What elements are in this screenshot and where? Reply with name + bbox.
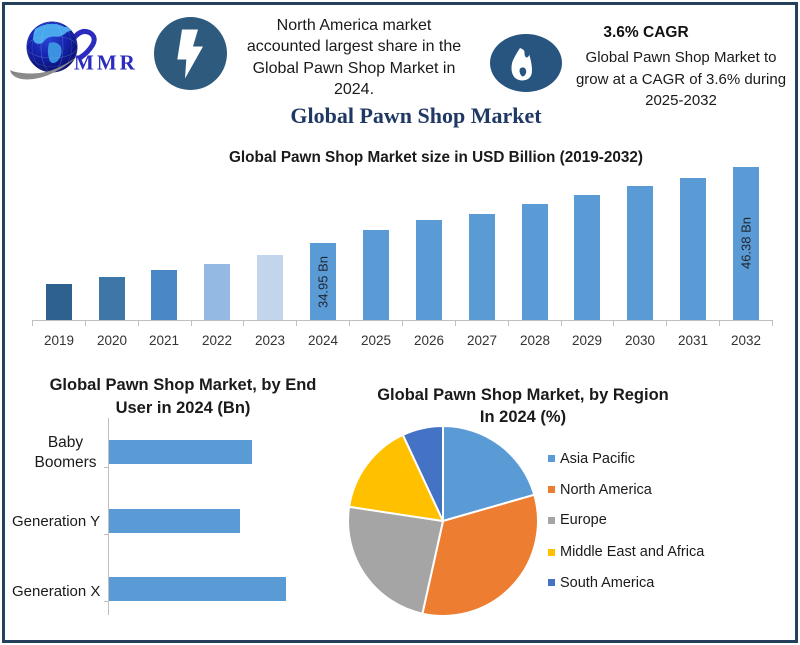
svg-text:MMR: MMR <box>74 51 138 75</box>
